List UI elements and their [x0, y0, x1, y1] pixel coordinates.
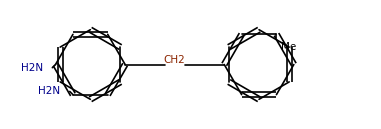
Text: Me: Me: [281, 42, 296, 52]
Text: CH2: CH2: [164, 55, 186, 65]
Text: H2N: H2N: [21, 63, 43, 73]
Text: H2N: H2N: [38, 86, 60, 96]
